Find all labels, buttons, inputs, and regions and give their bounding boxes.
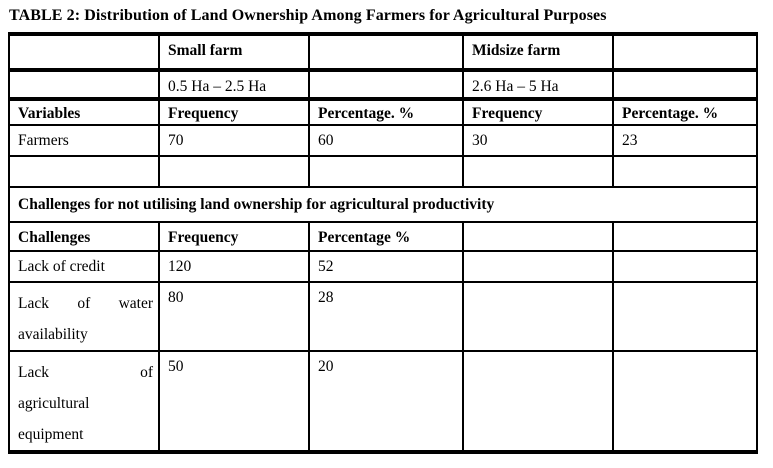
cell-empty: [308, 33, 464, 72]
cell-variables-header: Variables: [8, 98, 160, 126]
cell-empty: [8, 155, 160, 188]
cell-farmers-label: Farmers: [8, 124, 160, 157]
cell-frequency-midsize-header: Frequency: [462, 98, 614, 126]
cell-empty: [462, 155, 614, 188]
cell-empty: [8, 69, 160, 101]
cell-empty: [462, 250, 614, 283]
cell-farmers-freq-small: 70: [158, 124, 310, 157]
cell-water-freq: 80: [158, 281, 310, 352]
cell-empty: [462, 350, 614, 453]
cell-credit-label: Lack of credit: [8, 250, 160, 283]
cell-water-label: Lack of water availability: [8, 281, 160, 352]
word: of: [140, 364, 153, 381]
cell-challenges-frequency-header: Frequency: [158, 221, 310, 252]
empty-row: [8, 155, 758, 188]
cell-small-farm-range: 0.5 Ha – 2.5 Ha: [158, 69, 310, 101]
challenge-row-credit: Lack of credit 120 52: [8, 250, 758, 283]
cell-midsize-farm-range: 2.6 Ha – 5 Ha: [462, 69, 614, 101]
cell-empty: [308, 155, 464, 188]
label-line: equipment: [18, 426, 84, 443]
farm-size-range-row: 0.5 Ha – 2.5 Ha 2.6 Ha – 5 Ha: [8, 69, 758, 101]
cell-frequency-small-header: Frequency: [158, 98, 310, 126]
cell-small-farm-header: Small farm: [158, 33, 310, 72]
cell-farmers-pct-small: 60: [308, 124, 464, 157]
justified-line: Lack of water: [18, 288, 153, 319]
cell-water-pct: 28: [308, 281, 464, 352]
table-caption: TABLE 2: Distribution of Land Ownership …: [9, 7, 607, 24]
challenges-section-header-row: Challenges for not utilising land owners…: [8, 186, 758, 223]
cell-empty: [612, 250, 758, 283]
cell-empty: [612, 350, 758, 453]
cell-challenges-percentage-header: Percentage %: [308, 221, 464, 252]
label-line: availability: [18, 326, 88, 343]
word: Lack: [18, 364, 49, 381]
farm-type-header-row: Small farm Midsize farm: [8, 33, 758, 72]
word: water: [118, 295, 153, 312]
cell-empty: [462, 221, 614, 252]
cell-equipment-label: Lack of agricultural equipment: [8, 350, 160, 453]
cell-equipment-freq: 50: [158, 350, 310, 453]
cell-farmers-freq-midsize: 30: [462, 124, 614, 157]
cell-credit-freq: 120: [158, 250, 310, 283]
cell-equipment-pct: 20: [308, 350, 464, 453]
cell-empty: [612, 33, 758, 72]
challenges-header-row: Challenges Frequency Percentage %: [8, 221, 758, 252]
cell-percentage-midsize-header: Percentage. %: [612, 98, 758, 126]
label-line: agricultural: [18, 395, 90, 412]
variables-header-row: Variables Frequency Percentage. % Freque…: [8, 98, 758, 126]
cell-midsize-farm-header: Midsize farm: [462, 33, 614, 72]
word: Lack: [18, 295, 49, 312]
cell-empty: [612, 221, 758, 252]
cell-farmers-pct-midsize: 23: [612, 124, 758, 157]
cell-credit-pct: 52: [308, 250, 464, 283]
word: of: [77, 295, 91, 312]
cell-challenges-header: Challenges: [8, 221, 160, 252]
cell-challenges-section-header: Challenges for not utilising land owners…: [8, 186, 758, 223]
land-ownership-table: Small farm Midsize farm 0.5 Ha – 2.5 Ha …: [8, 32, 758, 454]
cell-empty: [158, 155, 310, 188]
challenge-row-water: Lack of water availability 80 28: [8, 281, 758, 352]
cell-empty: [8, 33, 160, 72]
farmers-data-row: Farmers 70 60 30 23: [8, 124, 758, 157]
cell-empty: [462, 281, 614, 352]
cell-percentage-small-header: Percentage. %: [308, 98, 464, 126]
cell-empty: [308, 69, 464, 101]
challenge-row-equipment: Lack of agricultural equipment 50 20: [8, 350, 758, 453]
cell-empty: [612, 281, 758, 352]
cell-empty: [612, 155, 758, 188]
cell-empty: [612, 69, 758, 101]
justified-line: Lack of: [18, 357, 153, 388]
